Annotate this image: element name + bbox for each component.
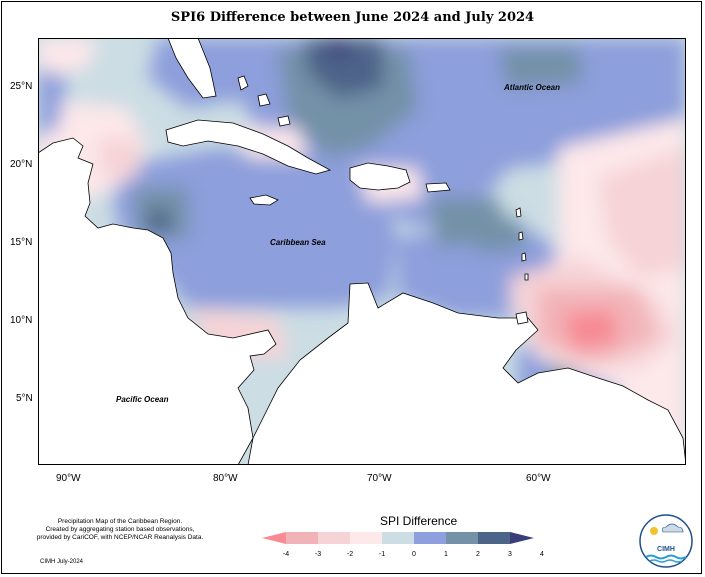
map-border bbox=[38, 38, 686, 465]
footer-credit: CIMH July-2024 bbox=[40, 559, 84, 565]
land-masses bbox=[38, 38, 686, 465]
legend-colorbar: -4 -3 -2 -1 0 1 2 3 4 bbox=[262, 532, 544, 558]
map-area: Atlantic Ocean Caribbean Sea Pacific Oce… bbox=[38, 38, 686, 465]
pacific-ocean-label: Pacific Ocean bbox=[116, 395, 169, 404]
lon-tick-60w: 60°W bbox=[526, 473, 551, 484]
spi-field bbox=[38, 38, 686, 465]
legend-tick-label: -3 bbox=[315, 551, 321, 558]
map-title: SPI6 Difference between June 2024 and Ju… bbox=[170, 10, 535, 25]
logo-text: CIMH bbox=[657, 546, 675, 553]
legend-title: SPI Difference bbox=[380, 514, 458, 528]
legend-tick-label: -2 bbox=[347, 551, 353, 558]
legend-tick-label: 2 bbox=[476, 551, 480, 558]
legend-tick-label: 4 bbox=[540, 551, 544, 558]
legend-swatch-5 bbox=[414, 532, 446, 544]
lon-tick-70w: 70°W bbox=[367, 473, 392, 484]
legend-swatch-8 bbox=[510, 532, 534, 544]
legend-swatch-6 bbox=[446, 532, 478, 544]
footer-line-3: provided by CariCOF, with NCEP/NCAR Rean… bbox=[36, 534, 204, 541]
lat-tick-20n: 20°N bbox=[10, 159, 33, 170]
legend-tick-label: 0 bbox=[412, 551, 416, 558]
lat-tick-5n: 5°N bbox=[16, 393, 33, 404]
legend-swatch-4 bbox=[382, 532, 414, 544]
lat-tick-15n: 15°N bbox=[10, 237, 33, 248]
legend-swatch-0 bbox=[262, 532, 286, 544]
legend-tick-label: 1 bbox=[444, 551, 448, 558]
lon-tick-80w: 80°W bbox=[213, 473, 238, 484]
legend-swatch-2 bbox=[318, 532, 350, 544]
legend-swatch-1 bbox=[286, 532, 318, 544]
lon-tick-90w: 90°W bbox=[56, 473, 81, 484]
footer-line-1: Precipitation Map of the Caribbean Regio… bbox=[57, 518, 183, 525]
legend-tick-label: 3 bbox=[508, 551, 512, 558]
footer-text: Precipitation Map of the Caribbean Regio… bbox=[20, 518, 220, 542]
cimh-logo: CIMH bbox=[639, 514, 693, 568]
atlantic-ocean-label: Atlantic Ocean bbox=[503, 83, 560, 92]
legend-tick-label: -4 bbox=[283, 551, 289, 558]
legend-tick-label: -1 bbox=[379, 551, 385, 558]
lat-tick-10n: 10°N bbox=[10, 315, 33, 326]
legend-swatch-7 bbox=[478, 532, 510, 544]
legend-swatch-3 bbox=[350, 532, 382, 544]
footer-line-2: Created by aggregating station based obs… bbox=[45, 526, 195, 533]
caribbean-sea-label: Caribbean Sea bbox=[270, 238, 326, 247]
lat-tick-25n: 25°N bbox=[10, 81, 33, 92]
